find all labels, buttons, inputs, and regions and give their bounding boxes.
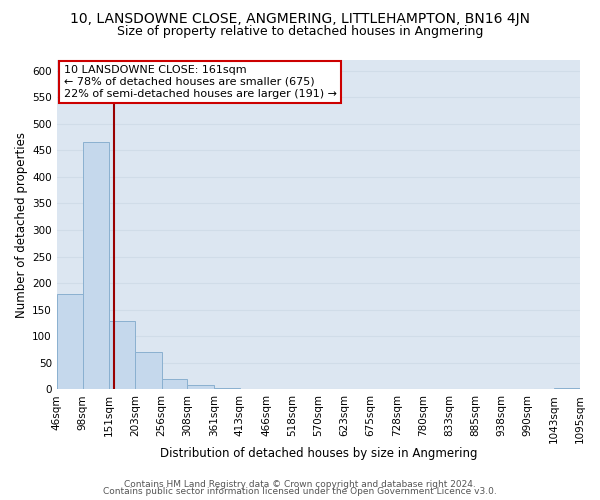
Y-axis label: Number of detached properties: Number of detached properties (15, 132, 28, 318)
Bar (83, 142, 109, 390)
Bar (187, 385, 214, 390)
Bar (214, 388, 240, 390)
Text: 10 LANSDOWNE CLOSE: 161sqm
← 78% of detached houses are smaller (675)
22% of sem: 10 LANSDOWNE CLOSE: 161sqm ← 78% of deta… (64, 66, 337, 98)
Text: 10, LANSDOWNE CLOSE, ANGMERING, LITTLEHAMPTON, BN16 4JN: 10, LANSDOWNE CLOSE, ANGMERING, LITTLEHA… (70, 12, 530, 26)
Text: Size of property relative to detached houses in Angmering: Size of property relative to detached ho… (117, 25, 483, 38)
Bar (554, 388, 580, 390)
Bar (109, 322, 135, 390)
Bar (135, 352, 161, 390)
Bar (57, 294, 83, 390)
X-axis label: Distribution of detached houses by size in Angmering: Distribution of detached houses by size … (160, 447, 477, 460)
Text: Contains public sector information licensed under the Open Government Licence v3: Contains public sector information licen… (103, 488, 497, 496)
Bar (161, 378, 187, 390)
Text: Contains HM Land Registry data © Crown copyright and database right 2024.: Contains HM Land Registry data © Crown c… (124, 480, 476, 489)
